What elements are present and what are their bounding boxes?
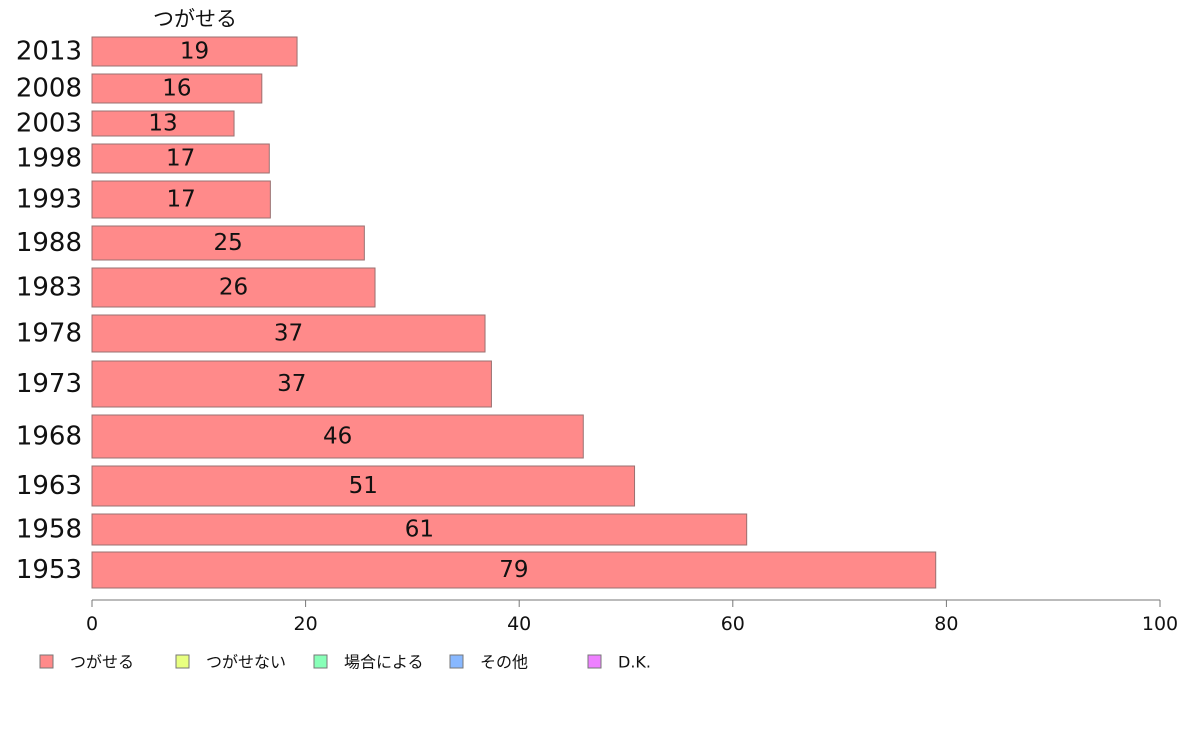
category-label-1978: 1978 [16,319,82,349]
value-label-2013: 19 [180,39,209,65]
legend-swatch-0 [39,654,54,669]
bar-1968 [91,414,584,459]
category-label-2008: 2008 [16,74,82,104]
value-label-1978: 37 [274,321,303,347]
category-label-1958: 1958 [16,515,82,545]
bar-1953 [91,551,937,589]
value-label-1998: 17 [166,146,195,172]
x-tick-label-60: 60 [721,613,745,635]
legend-label-1: つがせない [206,653,286,672]
bar-1958 [91,513,748,546]
value-label-1988: 25 [214,230,243,256]
legend-label-3: その他 [480,653,528,672]
value-label-1993: 17 [167,187,196,213]
legend-swatch-1 [175,654,190,669]
x-axis: 0 20 40 60 80 100 [86,599,1178,635]
legend: つがせる つがせない 場合による その他 D.K. [39,653,651,672]
legend-label-4: D.K. [618,653,651,672]
legend-swatch-4 [587,654,602,669]
value-label-1953: 79 [499,557,528,583]
value-label-1968: 46 [323,424,352,450]
bar-2013 [91,36,298,67]
legend-swatch-2 [313,654,328,669]
value-label-2003: 13 [148,111,177,137]
bar-1993 [91,180,271,219]
x-tick-label-40: 40 [507,613,531,635]
value-label-1983: 26 [219,275,248,301]
category-label-1993: 1993 [16,185,82,215]
x-tick-label-0: 0 [86,613,98,635]
value-label-1963: 51 [349,473,378,499]
x-tick-label-100: 100 [1142,613,1178,635]
value-label-1958: 61 [405,517,434,543]
legend-swatch-3 [449,654,464,669]
category-label-1998: 1998 [16,144,82,174]
legend-label-2: 場合による [344,653,424,672]
bar-1973 [91,360,492,408]
category-label-1968: 1968 [16,422,82,452]
bar-2008 [91,73,263,104]
category-label-2013: 2013 [16,37,82,67]
bars-group: 2013 19 2008 16 2003 13 1998 17 1993 17 1988 25 1983… [16,36,937,589]
category-label-1963: 1963 [16,471,82,501]
x-tick-label-80: 80 [934,613,958,635]
bar-1988 [91,225,365,261]
legend-label-0: つがせる [70,653,134,672]
series-title: つがせる [153,7,237,31]
category-label-1953: 1953 [16,555,82,585]
category-label-2003: 2003 [16,109,82,139]
x-tick-label-20: 20 [294,613,318,635]
value-label-1973: 37 [277,371,306,397]
bar-1983 [91,267,376,308]
category-label-1973: 1973 [16,369,82,399]
bar-1978 [91,314,486,353]
bar-1963 [91,465,636,507]
bar-1998 [91,143,270,174]
value-label-2008: 16 [162,76,191,102]
bar-2003 [91,110,235,137]
category-label-1988: 1988 [16,228,82,258]
category-label-1983: 1983 [16,273,82,303]
